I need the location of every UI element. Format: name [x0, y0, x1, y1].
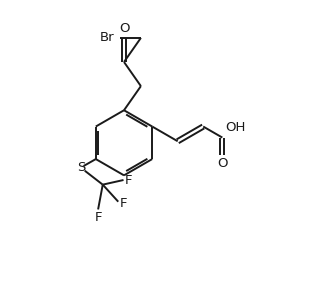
Text: O: O	[217, 157, 228, 170]
Text: Br: Br	[100, 31, 114, 44]
Text: F: F	[94, 211, 102, 224]
Text: F: F	[120, 197, 127, 210]
Text: S: S	[77, 161, 85, 174]
Text: O: O	[119, 22, 129, 35]
Text: F: F	[125, 173, 133, 187]
Text: OH: OH	[225, 121, 245, 134]
